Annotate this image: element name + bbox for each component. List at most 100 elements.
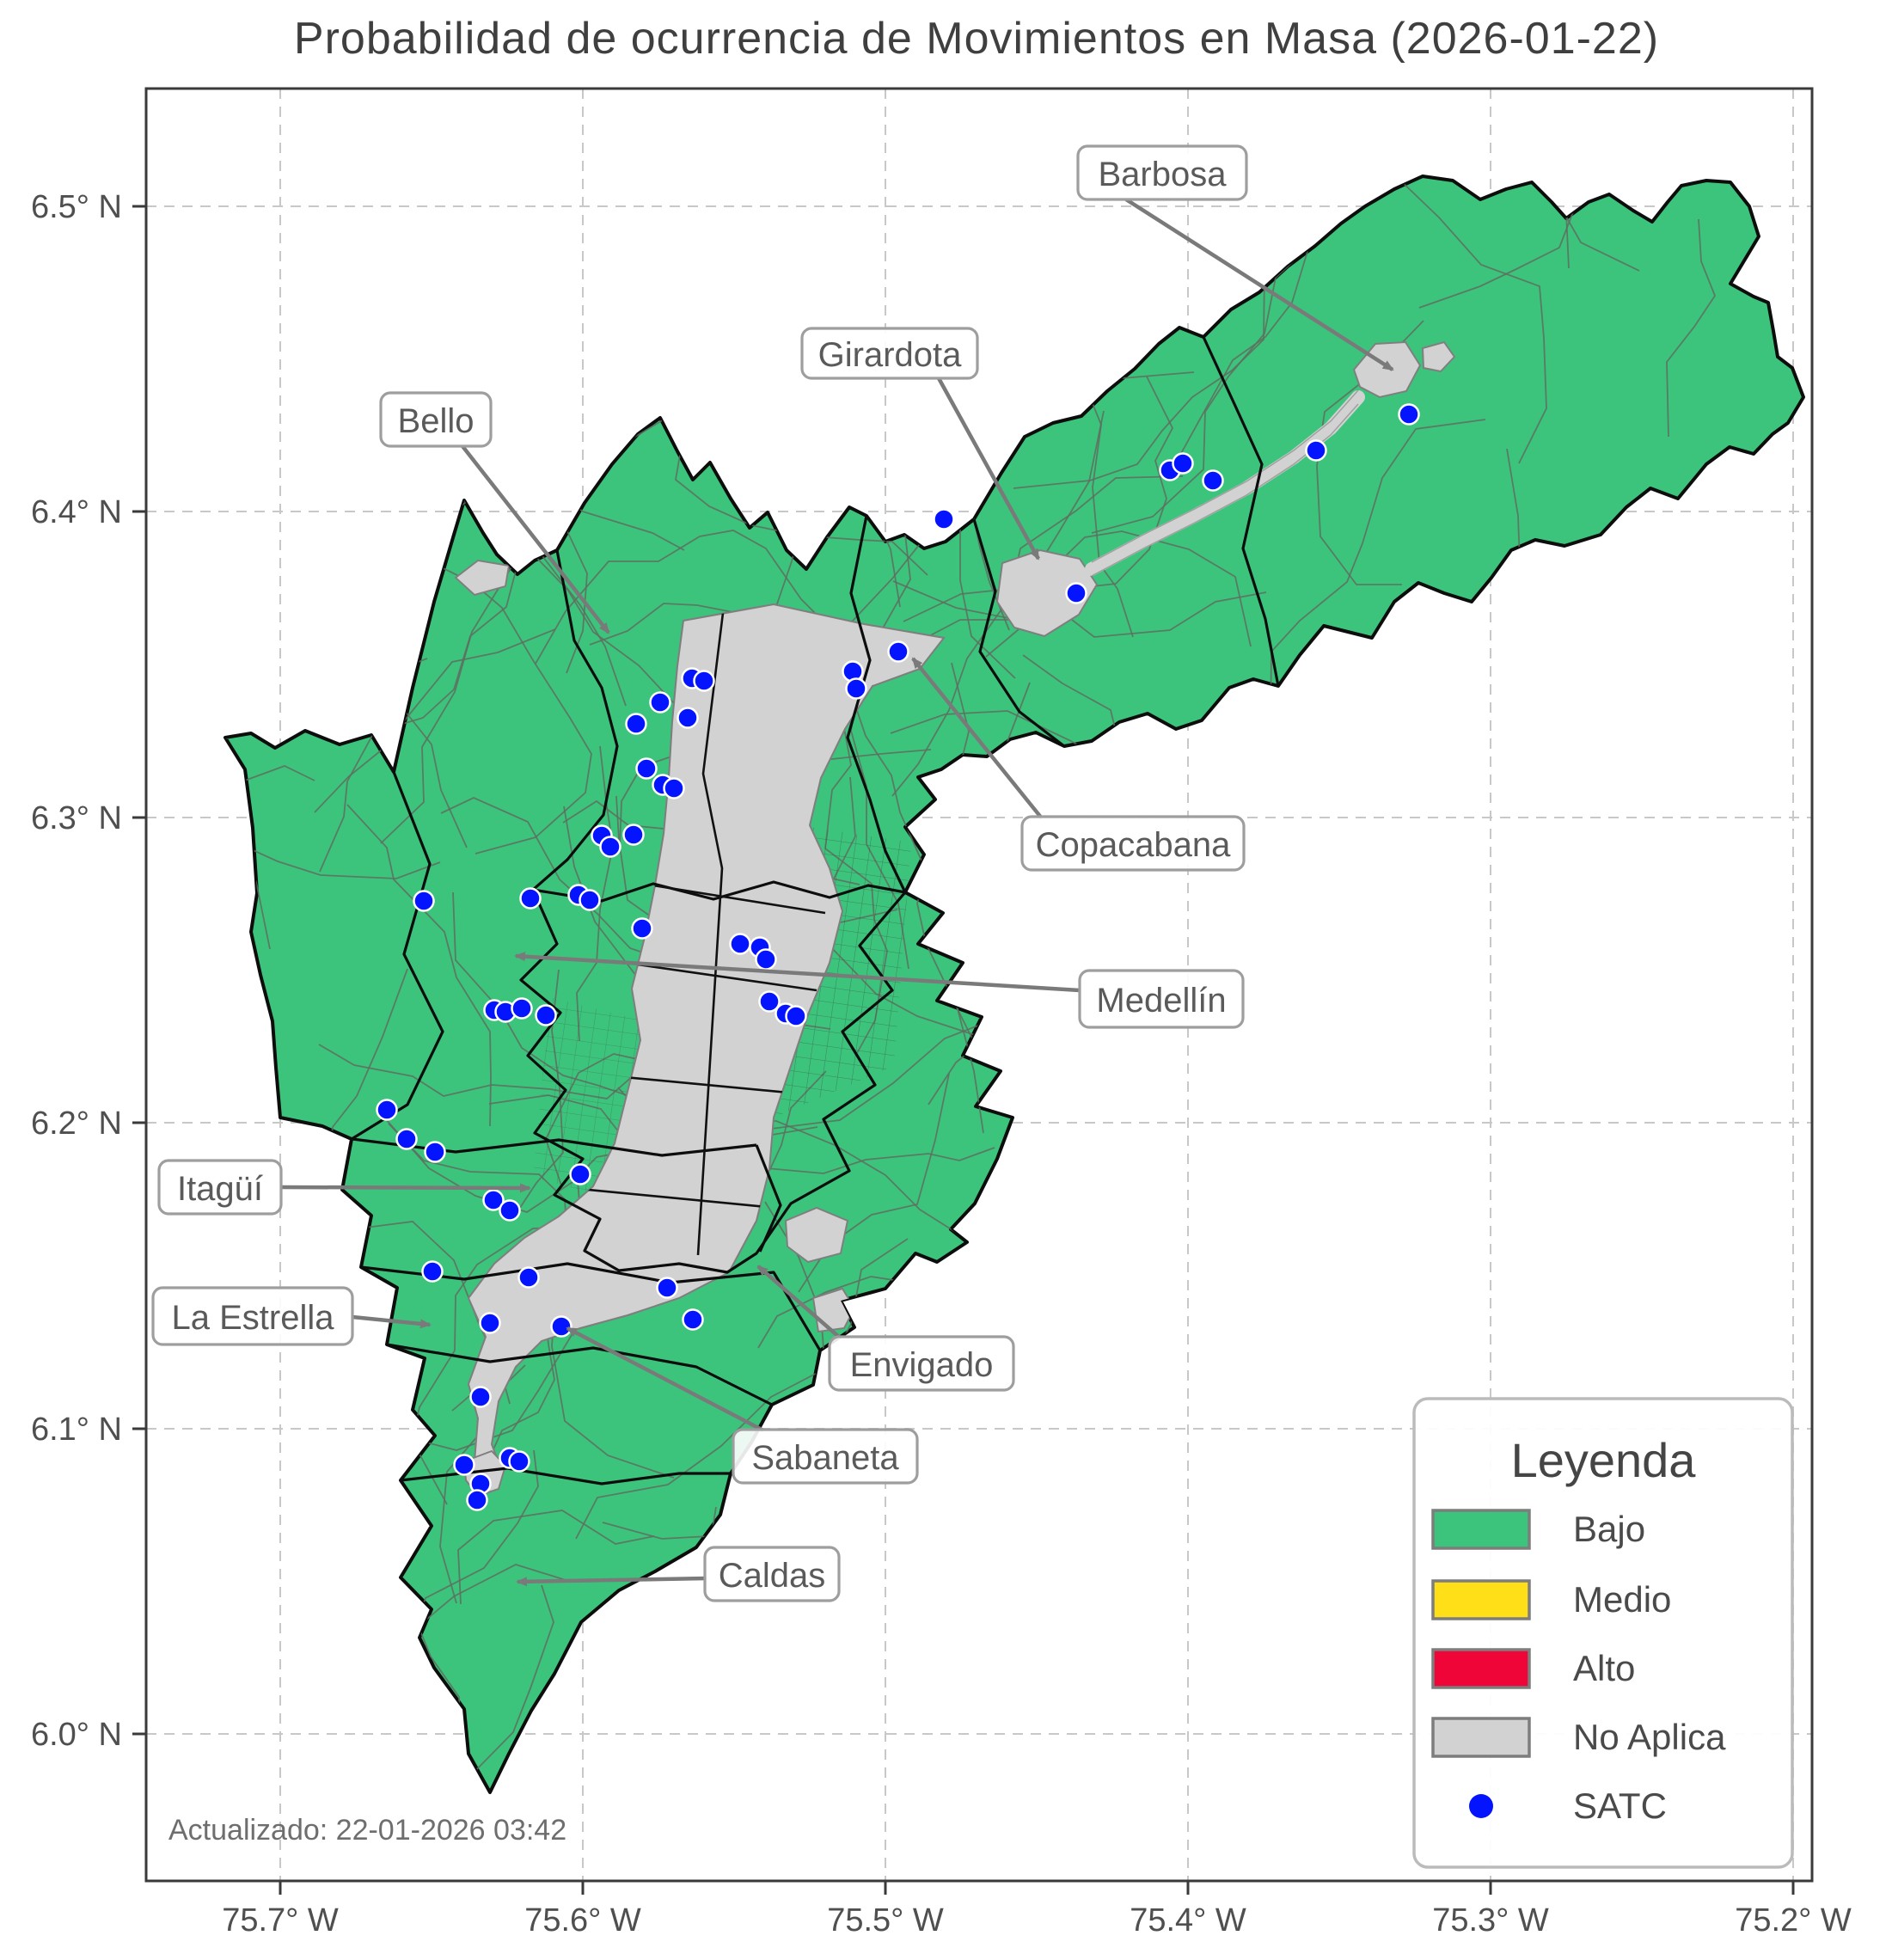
satc-point[interactable]	[656, 1277, 678, 1299]
satc-point[interactable]	[453, 1454, 475, 1476]
satc-point[interactable]	[1065, 582, 1087, 604]
satc-point[interactable]	[631, 917, 653, 940]
municipality-label-text: La Estrella	[172, 1299, 335, 1337]
municipality-label-box[interactable]	[379, 391, 493, 448]
vereda-line	[225, 703, 315, 792]
municipality-label-text: Sabaneta	[751, 1439, 899, 1477]
satc-point[interactable]	[625, 713, 647, 735]
leader-arrow	[352, 1314, 432, 1329]
urban-no-aplica-areas[interactable]	[454, 340, 1456, 1498]
vereda-line	[1270, 419, 1486, 724]
municipality-label-box[interactable]	[703, 1546, 841, 1602]
satc-point[interactable]	[635, 757, 658, 780]
satc-point[interactable]	[622, 824, 645, 846]
municipality-label-box[interactable]	[1020, 815, 1246, 872]
x-tick-label: 75.5° W	[827, 1902, 944, 1939]
comuna-borders	[570, 605, 826, 1256]
municipality-label-box[interactable]	[800, 327, 979, 380]
urban-girardota[interactable]	[995, 548, 1099, 638]
vereda-line	[319, 488, 571, 873]
vereda-line	[576, 745, 614, 1042]
municipality-label-box[interactable]	[151, 1286, 354, 1346]
satc-point[interactable]	[845, 677, 867, 700]
satc-point[interactable]	[413, 890, 435, 912]
satc-point[interactable]	[649, 691, 671, 714]
vereda-line	[346, 804, 492, 1127]
satc-point[interactable]	[376, 1099, 398, 1121]
municipality-label-box[interactable]	[157, 1159, 283, 1216]
legend-satc-dot-icon	[1469, 1794, 1493, 1818]
urban-envigado-1[interactable]	[784, 1206, 849, 1264]
legend-item-bajo[interactable]: Bajo	[1431, 1509, 1645, 1550]
municipality-label-box[interactable]	[828, 1335, 1015, 1392]
satc-point[interactable]	[579, 889, 601, 911]
municipality-label-box[interactable]	[1076, 144, 1248, 201]
satc-point[interactable]	[535, 1004, 557, 1026]
legend: Leyenda Bajo Medio Alto No Aplica SATC	[1412, 1397, 1794, 1869]
region-bajo-polygon[interactable]	[223, 175, 1805, 1794]
legend-item-alto[interactable]: Alto	[1431, 1648, 1635, 1689]
plot-spines	[144, 87, 1814, 1883]
annotation-bello: Bello	[379, 391, 610, 634]
satc-point[interactable]	[677, 707, 699, 729]
x-tick-label: 75.2° W	[1735, 1902, 1852, 1939]
satc-point[interactable]	[482, 1189, 505, 1211]
satc-point[interactable]	[1305, 439, 1327, 462]
satc-point[interactable]	[758, 990, 781, 1013]
satc-point[interactable]	[785, 1005, 807, 1027]
municipality-label-text: Envigado	[850, 1346, 994, 1384]
aburra-valley-map: Barbosa Girardota Bello Copacabana Medellín I…	[151, 144, 1805, 1794]
municipality-label-box[interactable]	[732, 1428, 919, 1485]
legend-item-label: Medio	[1573, 1579, 1671, 1620]
y-tick-label: 6.2° N	[31, 1106, 122, 1142]
annotation-la-estrella: La Estrella	[151, 1286, 432, 1346]
satc-point[interactable]	[755, 948, 777, 971]
satc-point[interactable]	[1398, 403, 1420, 426]
municipality-label-text: Caldas	[719, 1557, 826, 1595]
municipality-label-text: Barbosa	[1099, 156, 1228, 193]
satc-point[interactable]	[421, 1260, 444, 1283]
satc-point[interactable]	[424, 1141, 446, 1163]
leader-arrow	[461, 444, 610, 634]
satc-point[interactable]	[550, 1315, 572, 1338]
satc-point[interactable]	[663, 777, 685, 799]
municipality-labels-layer: Barbosa Girardota Bello Copacabana Medellín I…	[151, 144, 1394, 1602]
satc-point[interactable]	[519, 887, 542, 910]
satc-point[interactable]	[511, 997, 533, 1020]
updated-timestamp: Actualizado: 22-01-2026 03:42	[168, 1814, 566, 1847]
annotation-girardota: Girardota	[800, 327, 1040, 560]
urban-arm-ribbon	[1085, 390, 1365, 576]
legend-item-medio[interactable]: Medio	[1431, 1579, 1671, 1620]
municipality-label-text: Itagüí	[177, 1170, 263, 1208]
legend-item-satc[interactable]: SATC	[1469, 1785, 1667, 1826]
satc-point[interactable]	[466, 1489, 488, 1511]
satc-point[interactable]	[887, 640, 909, 663]
vereda-line	[892, 580, 1267, 638]
satc-point[interactable]	[1202, 469, 1224, 492]
satc-point[interactable]	[508, 1450, 530, 1473]
urban-envigado-2[interactable]	[811, 1287, 856, 1333]
satc-point[interactable]	[1172, 452, 1194, 475]
satc-point[interactable]	[599, 836, 621, 858]
legend-item-label: Bajo	[1573, 1509, 1645, 1549]
legend-item-no-aplica[interactable]: No Aplica	[1431, 1717, 1726, 1758]
urban-arm-ribbon-outline	[1091, 389, 1359, 577]
satc-point[interactable]	[693, 670, 715, 692]
y-tick-label: 6.0° N	[31, 1717, 122, 1753]
satc-point[interactable]	[933, 508, 955, 530]
satc-point[interactable]	[499, 1199, 521, 1222]
urban-san-felix[interactable]	[454, 559, 511, 597]
municipality-label-text: Medellín	[1096, 982, 1226, 1020]
satc-point[interactable]	[569, 1163, 591, 1185]
satc-point[interactable]	[469, 1386, 492, 1408]
satc-point[interactable]	[395, 1128, 418, 1150]
satc-point[interactable]	[729, 933, 751, 955]
leader-arrow	[756, 1265, 842, 1340]
satc-point[interactable]	[479, 1312, 501, 1334]
satc-point[interactable]	[682, 1308, 704, 1331]
vereda-line	[1450, 176, 1640, 272]
satc-point[interactable]	[517, 1266, 540, 1289]
leader-arrow	[911, 657, 1044, 820]
municipality-label-box[interactable]	[1078, 969, 1245, 1029]
legend-swatch	[1431, 1579, 1531, 1620]
